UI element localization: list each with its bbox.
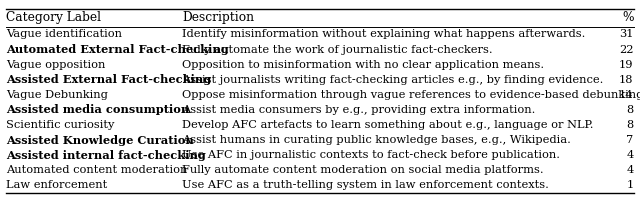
- Text: %: %: [622, 11, 634, 24]
- Text: Law enforcement: Law enforcement: [6, 180, 108, 190]
- Text: 4: 4: [627, 150, 634, 160]
- Text: 14: 14: [619, 90, 634, 100]
- Text: 22: 22: [619, 45, 634, 55]
- Text: Assist journalists writing fact-checking articles e.g., by finding evidence.: Assist journalists writing fact-checking…: [182, 75, 604, 85]
- Text: Develop AFC artefacts to learn something about e.g., language or NLP.: Develop AFC artefacts to learn something…: [182, 120, 594, 130]
- Text: Use AFC as a truth-telling system in law enforcement contexts.: Use AFC as a truth-telling system in law…: [182, 180, 549, 190]
- Text: Assisted media consumption: Assisted media consumption: [6, 104, 189, 115]
- Text: Fully automate content moderation on social media platforms.: Fully automate content moderation on soc…: [182, 165, 544, 175]
- Text: Automated External Fact-checking: Automated External Fact-checking: [6, 44, 229, 55]
- Text: 4: 4: [627, 165, 634, 175]
- Text: Assisted External Fact-checking: Assisted External Fact-checking: [6, 74, 212, 85]
- Text: Use AFC in journalistic contexts to fact-check before publication.: Use AFC in journalistic contexts to fact…: [182, 150, 561, 160]
- Text: 19: 19: [619, 60, 634, 70]
- Text: 7: 7: [627, 135, 634, 145]
- Text: Assist humans in curating public knowledge bases, e.g., Wikipedia.: Assist humans in curating public knowled…: [182, 135, 572, 145]
- Text: Assist media consumers by e.g., providing extra information.: Assist media consumers by e.g., providin…: [182, 105, 536, 115]
- Text: Automated content moderation: Automated content moderation: [6, 165, 188, 175]
- Text: Vague Debunking: Vague Debunking: [6, 90, 108, 100]
- Text: Oppose misinformation through vague references to evidence-based debunking.: Oppose misinformation through vague refe…: [182, 90, 640, 100]
- Text: Opposition to misinformation with no clear application means.: Opposition to misinformation with no cle…: [182, 60, 545, 70]
- Text: Vague opposition: Vague opposition: [6, 60, 106, 70]
- Text: 18: 18: [619, 75, 634, 85]
- Text: Vague identification: Vague identification: [6, 29, 122, 39]
- Text: 8: 8: [627, 105, 634, 115]
- Text: Identify misinformation without explaining what happens afterwards.: Identify misinformation without explaini…: [182, 29, 586, 39]
- Text: Fully automate the work of journalistic fact-checkers.: Fully automate the work of journalistic …: [182, 45, 493, 55]
- Text: Assisted Knowledge Curation: Assisted Knowledge Curation: [6, 135, 194, 146]
- Text: Scientific curiosity: Scientific curiosity: [6, 120, 115, 130]
- Text: 31: 31: [619, 29, 634, 39]
- Text: 1: 1: [627, 180, 634, 190]
- Text: Category Label: Category Label: [6, 11, 101, 24]
- Text: Assisted internal fact-checking: Assisted internal fact-checking: [6, 150, 206, 161]
- Text: 8: 8: [627, 120, 634, 130]
- Text: Description: Description: [182, 11, 255, 24]
